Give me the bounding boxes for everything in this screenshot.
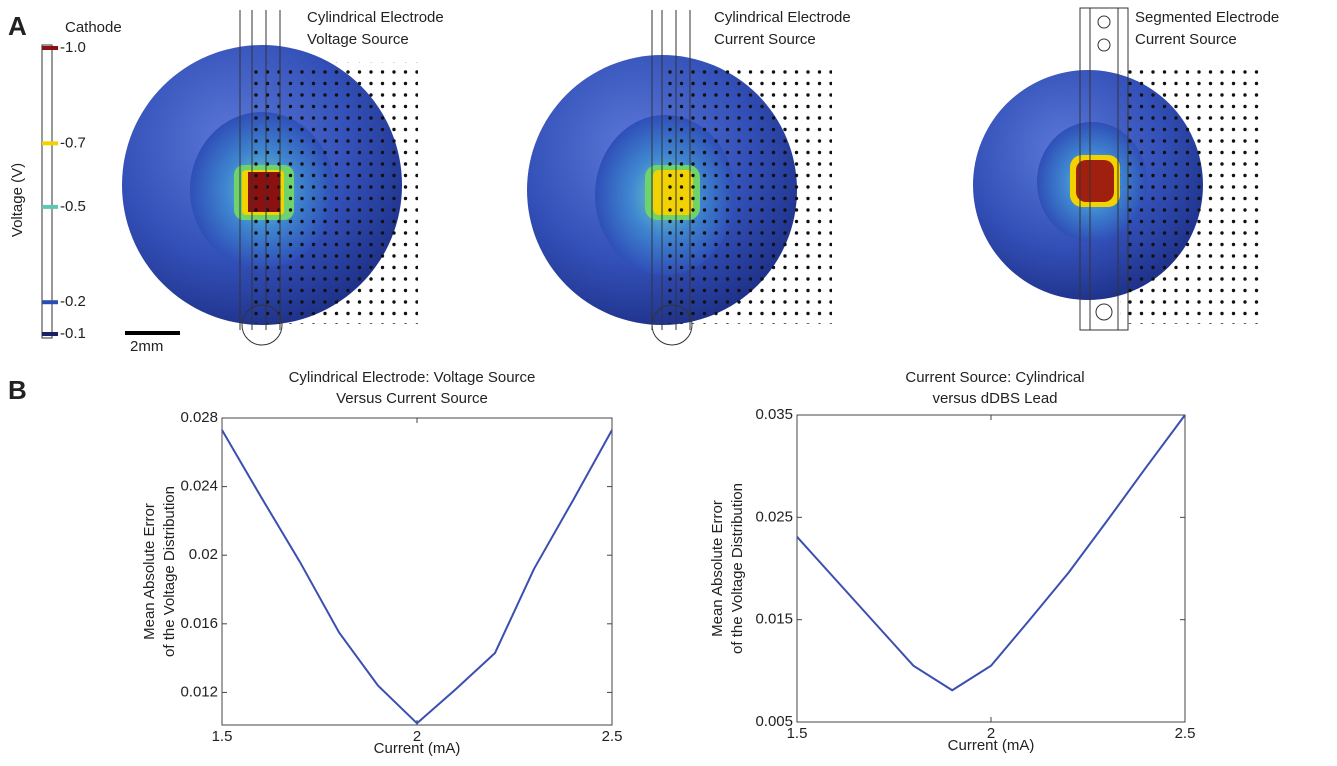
- y-tick-label: 0.028: [180, 409, 218, 426]
- image-title: Voltage Source: [307, 31, 409, 48]
- data-line: [797, 415, 1185, 690]
- chart-title: Cylindrical Electrode: Voltage Source: [289, 369, 536, 386]
- simulation-image: [122, 10, 418, 345]
- y-tick-label: 0.025: [755, 508, 793, 525]
- image-title: Cylindrical Electrode: [714, 9, 851, 26]
- colorbar-tick-label: -0.5: [60, 198, 86, 215]
- y-axis-label: Mean Absolute Error: [141, 503, 158, 640]
- x-tick-label: 2: [987, 725, 995, 742]
- y-axis-label: of the Voltage Distribution: [161, 486, 178, 657]
- colorbar: [42, 45, 52, 338]
- figure: A B Cathode Voltage (V) 2mm -1.0 -0.7 -0.5…: [0, 0, 1337, 766]
- chart-title: versus dDBS Lead: [932, 390, 1057, 407]
- image-title: Segmented Electrode: [1135, 9, 1279, 26]
- plot-area: [797, 415, 1185, 722]
- y-tick-label: 0.016: [180, 615, 218, 632]
- y-axis-label: Mean Absolute Error: [709, 500, 726, 637]
- plot-area: [222, 418, 612, 725]
- x-tick-label: 2.5: [602, 728, 623, 745]
- image-title: Current Source: [1135, 31, 1237, 48]
- chart-title: Versus Current Source: [336, 390, 488, 407]
- y-tick-label: 0.035: [755, 406, 793, 423]
- image-title: Current Source: [714, 31, 816, 48]
- scale-bar-label: 2mm: [130, 338, 163, 355]
- image-title: Cylindrical Electrode: [307, 9, 444, 26]
- y-tick-label: 0.02: [189, 546, 218, 563]
- colorbar-tick-label: -0.2: [60, 293, 86, 310]
- simulation-image: [973, 8, 1260, 330]
- x-tick-label: 1.5: [212, 728, 233, 745]
- colorbar-tick-label: -0.1: [60, 325, 86, 342]
- y-tick-label: 0.005: [755, 713, 793, 730]
- y-tick-label: 0.015: [755, 611, 793, 628]
- colorbar-tick-label: -0.7: [60, 134, 86, 151]
- colorbar-label: Voltage (V): [9, 163, 26, 237]
- y-tick-label: 0.024: [180, 478, 218, 495]
- y-axis-label: of the Voltage Distribution: [729, 483, 746, 654]
- x-tick-label: 2.5: [1175, 725, 1196, 742]
- colorbar-title: Cathode: [65, 19, 122, 36]
- panel-label: A: [8, 11, 27, 41]
- simulation-image: [527, 10, 832, 345]
- y-tick-label: 0.012: [180, 683, 218, 700]
- chart-title: Current Source: Cylindrical: [905, 369, 1084, 386]
- data-line: [222, 430, 612, 723]
- panel-label: B: [8, 375, 27, 405]
- x-tick-label: 2: [413, 728, 421, 745]
- colorbar-tick-label: -1.0: [60, 39, 86, 56]
